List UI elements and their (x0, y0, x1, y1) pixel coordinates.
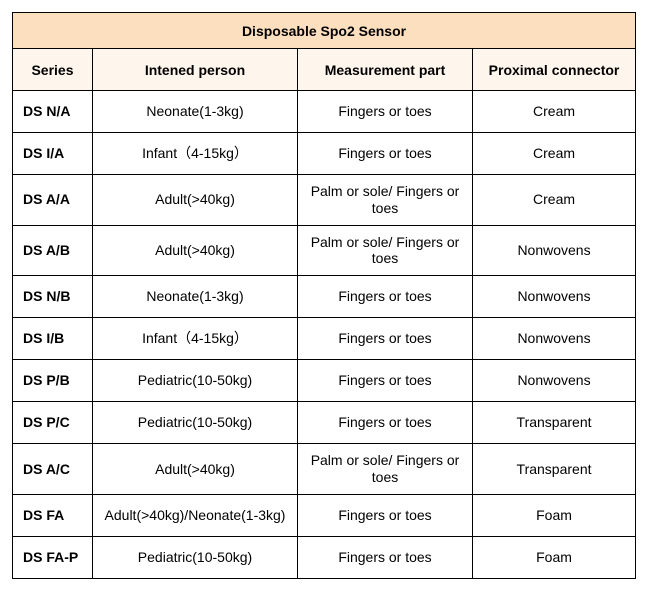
cell-series: DS I/B (13, 318, 93, 360)
cell-person: Neonate(1-3kg) (93, 91, 298, 133)
spo2-sensor-table: Disposable Spo2 Sensor Series Intened pe… (12, 12, 636, 579)
cell-series: DS P/C (13, 402, 93, 444)
cell-series: DS N/A (13, 91, 93, 133)
cell-connector: Nonwovens (473, 276, 636, 318)
col-header-connector: Proximal connector (473, 49, 636, 91)
cell-connector: Nonwovens (473, 225, 636, 276)
cell-series: DS I/A (13, 133, 93, 175)
table-row: DS I/BInfant（4-15kg）Fingers or toesNonwo… (13, 318, 636, 360)
cell-part: Fingers or toes (298, 360, 473, 402)
cell-connector: Nonwovens (473, 360, 636, 402)
col-header-series: Series (13, 49, 93, 91)
cell-connector: Nonwovens (473, 318, 636, 360)
cell-part: Fingers or toes (298, 91, 473, 133)
cell-series: DS FA (13, 494, 93, 536)
table-row: DS FA-PPediatric(10-50kg)Fingers or toes… (13, 536, 636, 578)
cell-person: Infant（4-15kg） (93, 318, 298, 360)
cell-part: Fingers or toes (298, 402, 473, 444)
table-row: DS A/CAdult(>40kg)Palm or sole/ Fingers … (13, 444, 636, 495)
table-row: DS A/BAdult(>40kg)Palm or sole/ Fingers … (13, 225, 636, 276)
table-body: DS N/ANeonate(1-3kg)Fingers or toesCream… (13, 91, 636, 579)
cell-series: DS A/A (13, 175, 93, 226)
cell-connector: Cream (473, 91, 636, 133)
cell-part: Palm or sole/ Fingers or toes (298, 225, 473, 276)
cell-connector: Cream (473, 133, 636, 175)
cell-person: Infant（4-15kg） (93, 133, 298, 175)
cell-part: Fingers or toes (298, 133, 473, 175)
table-row: DS P/CPediatric(10-50kg)Fingers or toesT… (13, 402, 636, 444)
table-row: DS A/AAdult(>40kg)Palm or sole/ Fingers … (13, 175, 636, 226)
cell-person: Adult(>40kg) (93, 444, 298, 495)
col-header-person: Intened person (93, 49, 298, 91)
cell-series: DS FA-P (13, 536, 93, 578)
cell-person: Adult(>40kg) (93, 175, 298, 226)
col-header-part: Measurement part (298, 49, 473, 91)
table-row: DS FAAdult(>40kg)/Neonate(1-3kg)Fingers … (13, 494, 636, 536)
table-row: DS I/AInfant（4-15kg）Fingers or toesCream (13, 133, 636, 175)
cell-person: Neonate(1-3kg) (93, 276, 298, 318)
cell-series: DS P/B (13, 360, 93, 402)
cell-person: Adult(>40kg)/Neonate(1-3kg) (93, 494, 298, 536)
cell-part: Fingers or toes (298, 318, 473, 360)
cell-connector: Foam (473, 536, 636, 578)
cell-part: Fingers or toes (298, 276, 473, 318)
cell-part: Palm or sole/ Fingers or toes (298, 444, 473, 495)
table-row: DS N/ANeonate(1-3kg)Fingers or toesCream (13, 91, 636, 133)
cell-person: Pediatric(10-50kg) (93, 536, 298, 578)
cell-part: Fingers or toes (298, 494, 473, 536)
cell-person: Pediatric(10-50kg) (93, 360, 298, 402)
cell-connector: Transparent (473, 444, 636, 495)
cell-connector: Transparent (473, 402, 636, 444)
cell-part: Palm or sole/ Fingers or toes (298, 175, 473, 226)
cell-connector: Foam (473, 494, 636, 536)
cell-connector: Cream (473, 175, 636, 226)
table-title: Disposable Spo2 Sensor (13, 13, 636, 49)
cell-person: Pediatric(10-50kg) (93, 402, 298, 444)
table-row: DS N/BNeonate(1-3kg)Fingers or toesNonwo… (13, 276, 636, 318)
table-row: DS P/BPediatric(10-50kg)Fingers or toesN… (13, 360, 636, 402)
cell-series: DS A/B (13, 225, 93, 276)
cell-series: DS A/C (13, 444, 93, 495)
cell-part: Fingers or toes (298, 536, 473, 578)
cell-series: DS N/B (13, 276, 93, 318)
header-row: Series Intened person Measurement part P… (13, 49, 636, 91)
cell-person: Adult(>40kg) (93, 225, 298, 276)
title-row: Disposable Spo2 Sensor (13, 13, 636, 49)
